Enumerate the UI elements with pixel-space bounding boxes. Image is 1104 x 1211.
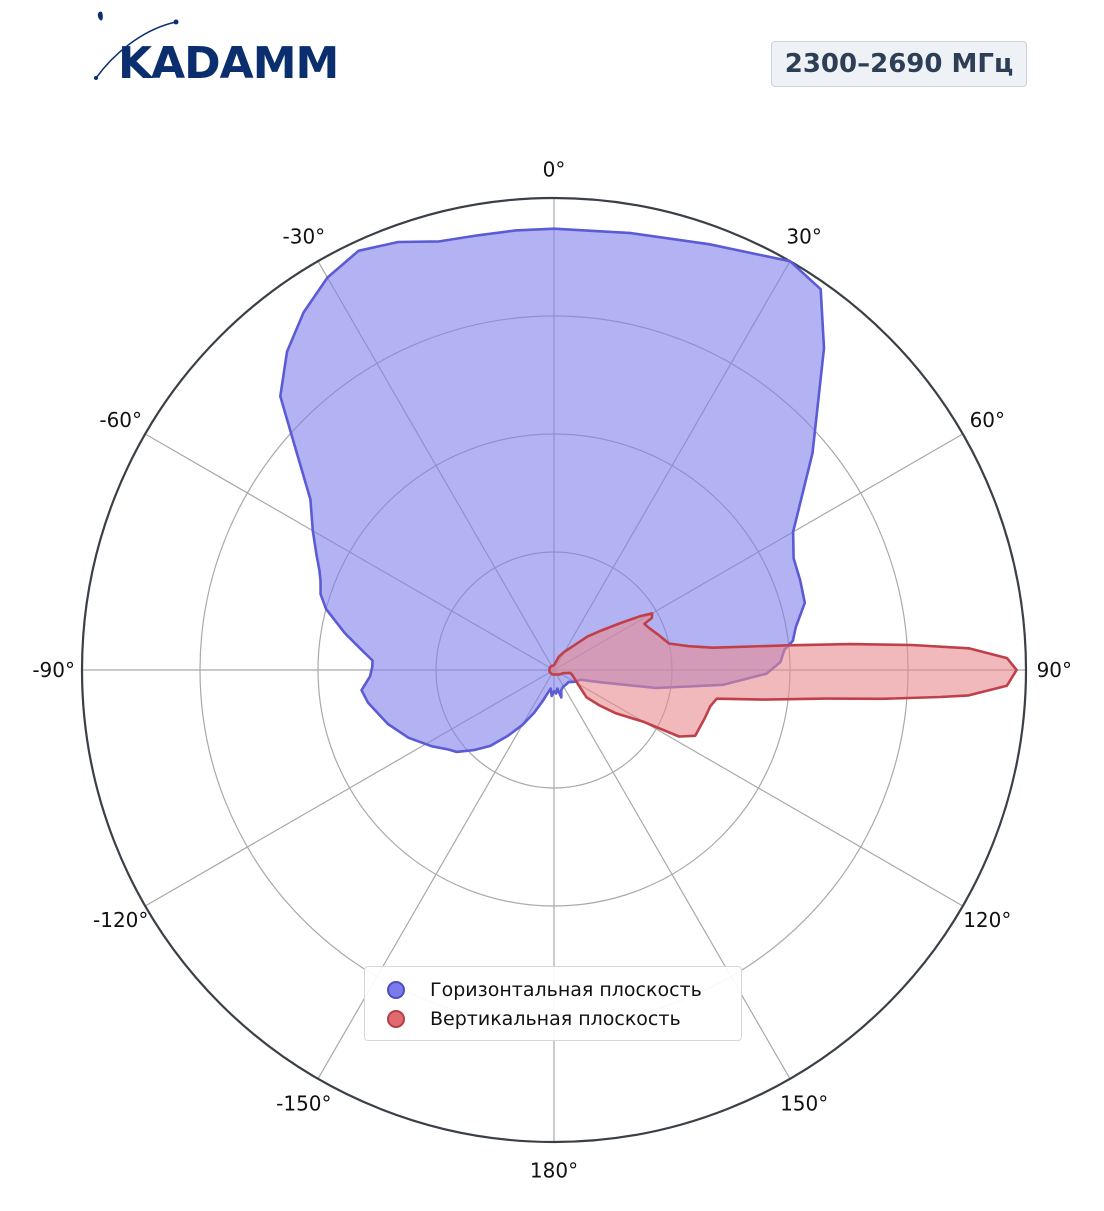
- angle-tick-label: 180°: [530, 1158, 578, 1182]
- angle-tick-label: -90°: [32, 658, 75, 682]
- brand-name: KADAMM: [118, 38, 338, 88]
- angle-tick-label: 90°: [1037, 658, 1072, 682]
- angle-tick-label: 120°: [963, 908, 1011, 932]
- angle-tick-label: -120°: [93, 908, 148, 932]
- angle-tick-labels: 0° 30° 60° 90° 120° 150° 180° -150° -120° -90° -60…: [32, 158, 1072, 1183]
- series-horizontal-plane: [279, 227, 826, 754]
- angle-tick-label: 0°: [543, 158, 566, 182]
- angle-tick-label: 150°: [780, 1091, 828, 1115]
- series-vertical-plane: [548, 612, 1018, 738]
- legend-label-horizontal: Горизонтальная плоскость: [430, 979, 702, 1001]
- angle-tick-label: 60°: [970, 408, 1005, 432]
- angle-tick-label: -60°: [99, 408, 142, 432]
- kadamm-logo-mark: KADAMM: [94, 11, 339, 89]
- frequency-badge: 2300–2690 МГц: [771, 41, 1027, 87]
- brand-logo: KADAMM: [88, 8, 368, 89]
- legend-item-horizontal: Горизонтальная плоскость: [387, 979, 702, 1001]
- angle-tick-label: -150°: [276, 1091, 331, 1115]
- legend-marker-vertical: [387, 1010, 405, 1028]
- polar-series: [279, 227, 1018, 754]
- legend-label-vertical: Вертикальная плоскость: [430, 1008, 681, 1030]
- angle-tick-label: -30°: [283, 225, 326, 249]
- legend-marker-horizontal: [387, 981, 405, 999]
- outer-ring: [80, 196, 1028, 1144]
- chart-legend: Горизонтальная плоскость Вертикальная пл…: [364, 966, 742, 1041]
- angle-tick-label: 30°: [786, 225, 821, 249]
- legend-item-vertical: Вертикальная плоскость: [387, 1008, 681, 1030]
